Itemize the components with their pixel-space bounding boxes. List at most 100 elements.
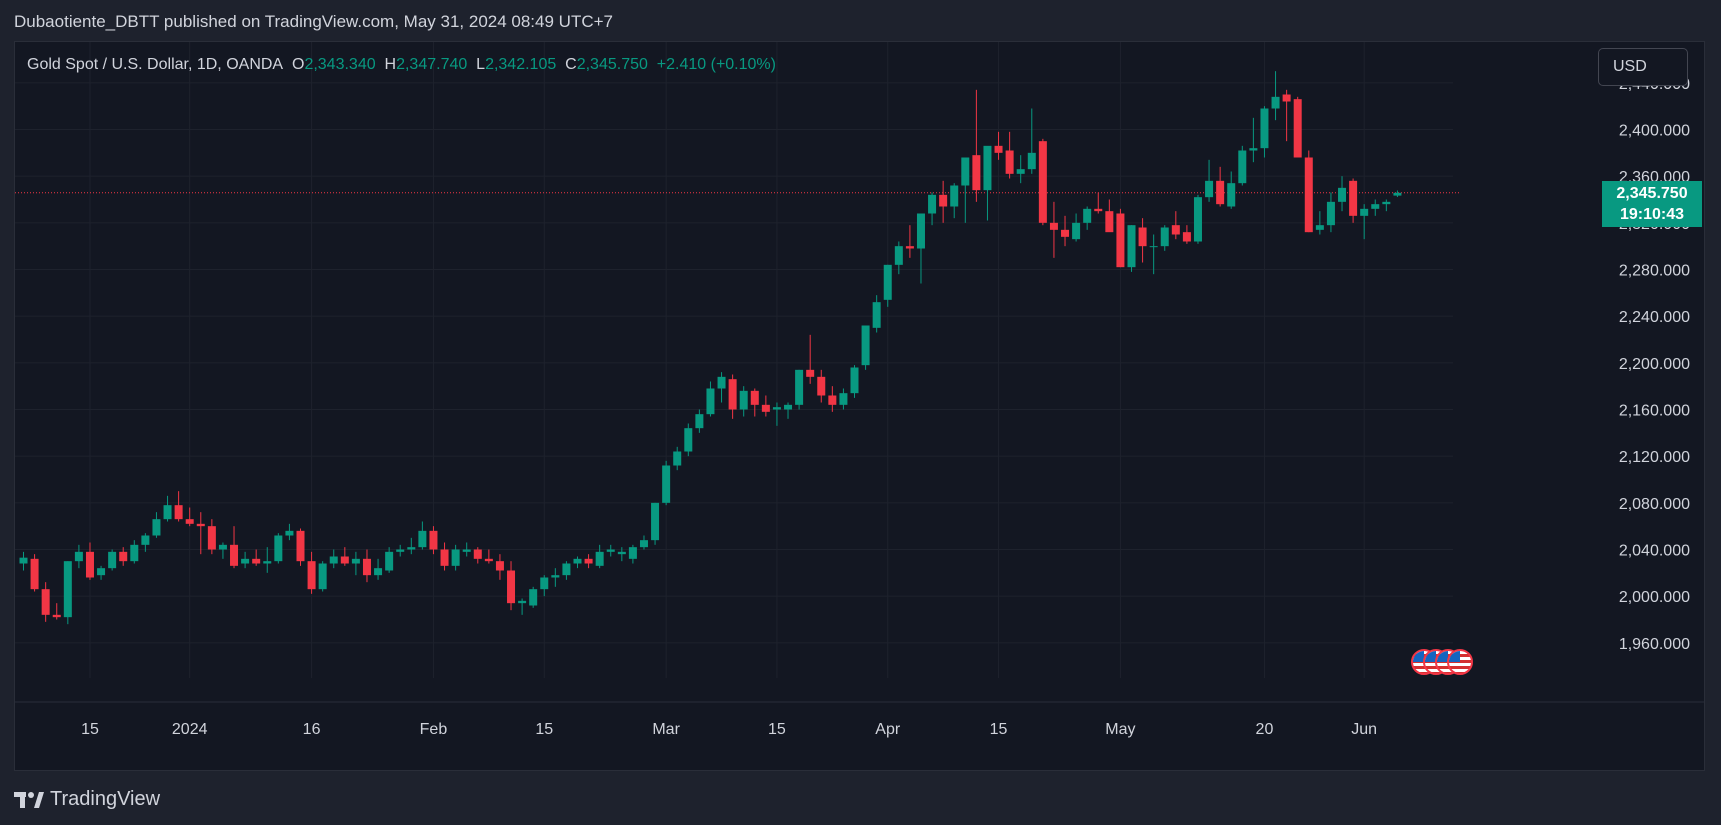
chart-panel[interactable]: 1,960.000 2,000.000 2,040.000 2,080.000 2,12… <box>14 41 1705 771</box>
candle-down <box>1105 211 1114 233</box>
candle-down <box>507 570 516 604</box>
candle-up <box>318 563 327 590</box>
candle-down <box>196 523 205 527</box>
candle-up <box>662 465 671 503</box>
candle-up <box>1238 150 1247 184</box>
candle-down <box>207 526 216 550</box>
candle-up <box>1072 222 1081 240</box>
candle-up <box>1271 96 1280 109</box>
candle-up <box>1016 169 1025 174</box>
candle-down <box>185 519 194 524</box>
candle-up <box>1338 187 1347 202</box>
candle-up <box>1160 227 1169 247</box>
candle-up <box>872 302 881 328</box>
candle-up <box>795 369 804 405</box>
candle-up <box>1083 208 1092 223</box>
candle-down <box>939 194 948 207</box>
y-tick-label: 2,280.000 <box>1619 263 1690 280</box>
candle-down <box>52 614 61 618</box>
symbol-title[interactable]: Gold Spot / U.S. Dollar, 1D, OANDA <box>27 56 284 73</box>
open-value: 2,343.340 <box>304 56 376 73</box>
candle-up <box>883 264 892 300</box>
close-value: 2,345.750 <box>576 56 648 73</box>
candle-down <box>174 505 183 520</box>
candle-down <box>806 369 815 377</box>
x-tick-label: Feb <box>420 721 448 738</box>
publisher-caption: Dubaotiente_DBTT published on TradingVie… <box>14 12 613 31</box>
candle-down <box>495 561 504 571</box>
candle-up <box>739 390 748 410</box>
tradingview-logo[interactable]: TradingView <box>14 788 160 811</box>
candle-up <box>551 575 560 578</box>
candle-up <box>351 558 360 564</box>
candle-down <box>1216 180 1225 205</box>
open-label: O <box>291 56 305 73</box>
candle-down <box>905 246 914 249</box>
candle-down <box>340 556 349 564</box>
candle-down <box>828 395 837 405</box>
low-value: 2,342.105 <box>485 56 557 73</box>
candle-up <box>74 551 83 562</box>
bar-countdown: 19:10:43 <box>1619 205 1685 223</box>
candle-up <box>850 367 859 394</box>
candle-up <box>1205 180 1214 198</box>
economic-events[interactable] <box>1411 649 1473 675</box>
candle-down <box>1282 94 1291 102</box>
candle-down <box>1171 225 1180 235</box>
candle-up <box>218 544 227 550</box>
x-tick-label: May <box>1105 721 1135 738</box>
candle-down <box>484 558 493 562</box>
y-tick-label: 2,040.000 <box>1619 543 1690 560</box>
candle-down <box>1094 208 1103 212</box>
candle-up <box>108 551 117 569</box>
us-flag-icon[interactable] <box>1447 649 1473 675</box>
y-tick-label: 2,120.000 <box>1619 449 1690 466</box>
candle-up <box>1315 225 1324 230</box>
candle-up <box>418 530 427 548</box>
candle-down <box>362 558 371 576</box>
candle-down <box>972 155 981 191</box>
candle-down <box>817 376 826 396</box>
candle-up <box>540 577 549 590</box>
candle-up <box>152 519 161 536</box>
candle-up <box>961 157 970 186</box>
candle-up <box>241 558 250 564</box>
last-price-value: 2,345.750 <box>1616 184 1688 202</box>
candle-down <box>1293 99 1302 158</box>
candle-up <box>1127 225 1136 268</box>
x-tick-label: 15 <box>990 721 1008 738</box>
currency-button[interactable]: USD <box>1598 48 1688 86</box>
candle-up <box>617 551 626 555</box>
candle-up <box>894 246 903 265</box>
candle-up <box>784 404 793 410</box>
candle-down <box>230 544 239 566</box>
candle-up <box>839 393 848 405</box>
candle-up <box>451 549 460 566</box>
x-tick-label: 15 <box>768 721 786 738</box>
candle-up <box>717 376 726 389</box>
candle-down <box>296 530 305 562</box>
candle-down <box>429 530 438 550</box>
candle-up <box>285 530 294 536</box>
candle-down <box>584 558 593 564</box>
x-tick-label: Apr <box>875 721 901 738</box>
candle-up <box>1326 201 1335 226</box>
candle-up <box>407 547 416 550</box>
candle-up <box>141 535 150 545</box>
candle-down <box>30 558 39 590</box>
high-label: H <box>384 56 397 73</box>
candle-up <box>19 557 28 564</box>
y-tick-label: 2,200.000 <box>1619 356 1690 373</box>
brand-name: TradingView <box>50 788 161 810</box>
candle-down <box>1304 157 1313 233</box>
y-tick-label: 1,960.000 <box>1619 636 1690 653</box>
candlestick-chart[interactable]: 1,960.000 2,000.000 2,040.000 2,080.000 2,12… <box>15 42 1704 770</box>
close-label: C <box>565 56 577 73</box>
tradingview-logo-icon <box>14 791 44 808</box>
x-tick-label: 15 <box>81 721 99 738</box>
candle-up <box>329 556 338 564</box>
candle-up <box>950 185 959 207</box>
candle-up <box>1382 201 1391 205</box>
candle-down <box>85 551 94 578</box>
y-tick-label: 2,080.000 <box>1619 496 1690 513</box>
